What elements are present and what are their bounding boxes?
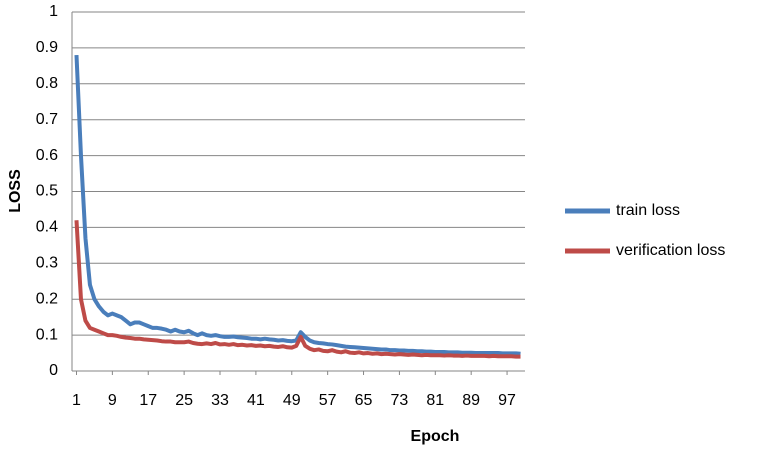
y-tick-label: 0.2 [36,290,58,307]
x-tick-label: 97 [498,392,516,409]
y-tick-label: 0.1 [36,326,58,343]
series-line [74,220,521,359]
y-tick-label: 0.8 [36,75,58,92]
legend-label: train loss [616,202,680,219]
y-tick-label: 0.4 [36,219,58,236]
x-tick-label: 41 [247,392,265,409]
y-tick-label: 0.7 [36,111,58,128]
y-tick-label: 0 [49,362,58,379]
y-tick-label: 0.6 [36,147,58,164]
x-tick-label: 49 [283,392,301,409]
y-axis-title: LOSS [7,169,24,213]
y-tick-label: 1 [49,3,58,20]
x-tick-label: 89 [462,392,480,409]
y-tick-label: 0.9 [36,39,58,56]
x-tick-label: 17 [139,392,157,409]
x-tick-label: 1 [72,392,81,409]
series-line [74,54,521,356]
legend-label: verification loss [616,242,725,259]
x-tick-label: 57 [319,392,337,409]
x-axis-title: Epoch [411,428,460,445]
x-tick-label: 25 [175,392,193,409]
x-tick-label: 81 [426,392,444,409]
x-tick-label: 9 [108,392,117,409]
x-tick-label: 33 [211,392,229,409]
y-tick-label: 0.5 [36,183,58,200]
y-tick-label: 0.3 [36,255,58,272]
x-tick-label: 65 [355,392,373,409]
x-tick-label: 73 [391,392,409,409]
